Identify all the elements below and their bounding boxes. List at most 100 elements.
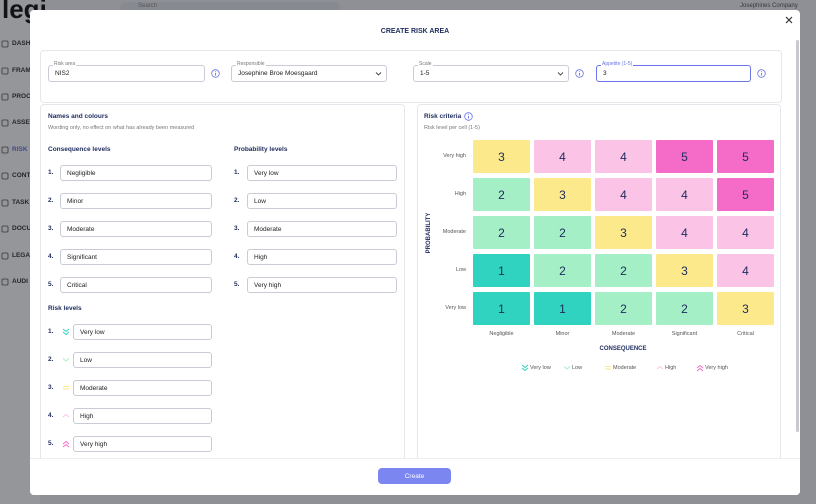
level-input[interactable]: Low bbox=[247, 193, 397, 209]
level-number: 1. bbox=[48, 169, 54, 176]
create-button[interactable]: Create bbox=[378, 468, 451, 484]
row-label: Low bbox=[455, 267, 466, 273]
matrix-cell[interactable]: 4 bbox=[534, 140, 591, 173]
field-label: Risk area bbox=[53, 61, 77, 67]
scrollbar[interactable] bbox=[796, 40, 799, 432]
matrix-cell[interactable]: 2 bbox=[534, 254, 591, 287]
matrix-cell[interactable]: 3 bbox=[717, 292, 774, 325]
text-field[interactable]: Josephine Broe Moesgaard bbox=[231, 65, 387, 82]
level-number: 3. bbox=[48, 225, 54, 232]
company-name[interactable]: Josephines Company bbox=[740, 3, 798, 9]
risk-level-icon bbox=[62, 440, 70, 448]
search-placeholder: Search bbox=[138, 3, 158, 9]
level-input[interactable]: Critical bbox=[60, 277, 212, 293]
level-input[interactable]: Moderate bbox=[60, 221, 212, 237]
close-button[interactable] bbox=[785, 16, 793, 24]
row-label: High bbox=[454, 191, 466, 197]
level-number: 1. bbox=[48, 328, 54, 335]
matrix-cell[interactable]: 4 bbox=[656, 216, 713, 249]
risk-level-icon bbox=[696, 364, 704, 372]
level-input[interactable]: Moderate bbox=[73, 380, 212, 396]
text-field[interactable]: 1-5 bbox=[413, 65, 569, 82]
matrix-cell[interactable]: 3 bbox=[656, 254, 713, 287]
level-input[interactable]: Minor bbox=[60, 193, 212, 209]
level-input[interactable]: Moderate bbox=[247, 221, 397, 237]
text-field[interactable]: NIS2 bbox=[48, 65, 205, 82]
risk-level-icon bbox=[63, 386, 69, 390]
nav-icon bbox=[1, 146, 9, 154]
level-input[interactable]: Low bbox=[73, 352, 212, 368]
level-number: 1. bbox=[234, 169, 240, 176]
search-box[interactable] bbox=[120, 2, 340, 12]
axis-label: PROBABILITY bbox=[426, 212, 432, 254]
nav-item[interactable]: PROC bbox=[12, 93, 31, 100]
matrix-cell[interactable]: 1 bbox=[473, 292, 530, 325]
nav-item[interactable]: FRAM bbox=[12, 67, 31, 74]
nav-item[interactable]: LEGA bbox=[12, 252, 31, 259]
level-number: 5. bbox=[234, 281, 240, 288]
matrix-cell[interactable]: 4 bbox=[595, 140, 652, 173]
level-number: 5. bbox=[48, 281, 54, 288]
nav-item[interactable]: AUDI bbox=[12, 278, 28, 285]
matrix-cell[interactable]: 5 bbox=[717, 140, 774, 173]
level-input[interactable]: Very high bbox=[247, 277, 397, 293]
section-subtitle: Risk level per cell (1-5) bbox=[424, 125, 480, 131]
field-label: Scale bbox=[418, 61, 433, 67]
fields-panel bbox=[40, 50, 782, 103]
matrix-cell[interactable]: 2 bbox=[473, 178, 530, 211]
matrix-cell[interactable]: 2 bbox=[534, 216, 591, 249]
risk-level-icon bbox=[605, 366, 611, 370]
nav-item[interactable]: CONT bbox=[12, 172, 31, 179]
nav-item[interactable]: TASK bbox=[12, 199, 30, 206]
matrix-cell[interactable]: 5 bbox=[656, 140, 713, 173]
matrix-cell[interactable]: 2 bbox=[656, 292, 713, 325]
matrix-cell[interactable]: 2 bbox=[595, 292, 652, 325]
matrix-cell[interactable]: 5 bbox=[717, 178, 774, 211]
matrix-cell[interactable]: 2 bbox=[473, 216, 530, 249]
column-label: Moderate bbox=[611, 331, 636, 337]
matrix-cell[interactable]: 2 bbox=[595, 254, 652, 287]
level-number: 2. bbox=[48, 197, 54, 204]
row-label: Very low bbox=[445, 305, 466, 311]
risk-level-icon bbox=[62, 328, 70, 336]
matrix-cell[interactable]: 3 bbox=[473, 140, 530, 173]
level-input[interactable]: Negligible bbox=[60, 165, 212, 181]
legend-label: High bbox=[665, 365, 677, 371]
matrix-cell[interactable]: 4 bbox=[717, 216, 774, 249]
field-label: Responsible bbox=[236, 61, 266, 67]
nav-icon bbox=[1, 278, 9, 286]
nav-item[interactable]: DASH bbox=[12, 40, 31, 47]
matrix-cell[interactable]: 4 bbox=[717, 254, 774, 287]
matrix-cell[interactable]: 3 bbox=[534, 178, 591, 211]
level-number: 4. bbox=[234, 253, 240, 260]
risk-level-icon bbox=[62, 413, 70, 418]
nav-icon bbox=[1, 252, 9, 260]
matrix-cell[interactable]: 4 bbox=[595, 178, 652, 211]
level-input[interactable]: High bbox=[73, 408, 212, 424]
nav-icon bbox=[1, 199, 9, 207]
level-input[interactable]: Significant bbox=[60, 249, 212, 265]
level-input[interactable]: Very high bbox=[73, 436, 212, 452]
level-input[interactable]: Very low bbox=[247, 165, 397, 181]
level-number: 2. bbox=[234, 197, 240, 204]
text-field[interactable]: 3 bbox=[596, 65, 751, 82]
level-number: 3. bbox=[234, 225, 240, 232]
level-input[interactable]: Very low bbox=[73, 324, 212, 340]
matrix-cell[interactable]: 4 bbox=[656, 178, 713, 211]
nav-icon bbox=[1, 93, 9, 101]
modal: CREATE RISK AREA Create NIS2 Risk area Jos… bbox=[30, 10, 800, 495]
legend-label: Very low bbox=[530, 365, 551, 371]
level-number: 3. bbox=[48, 384, 54, 391]
nav-item[interactable]: ASSET bbox=[12, 119, 34, 126]
nav-icon bbox=[1, 172, 9, 180]
section-subtitle: Wording only, no effect on what has alre… bbox=[48, 125, 195, 131]
risk-level-icon bbox=[563, 366, 571, 370]
nav-item[interactable]: DOCU bbox=[12, 225, 32, 232]
nav-item[interactable]: RISK bbox=[12, 146, 28, 153]
matrix-cell[interactable]: 1 bbox=[473, 254, 530, 287]
matrix-cell[interactable]: 1 bbox=[534, 292, 591, 325]
nav-icon bbox=[1, 119, 9, 127]
matrix-cell[interactable]: 3 bbox=[595, 216, 652, 249]
level-input[interactable]: High bbox=[247, 249, 397, 265]
